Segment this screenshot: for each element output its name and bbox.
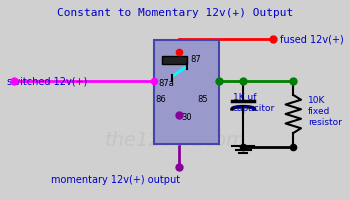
Text: 85: 85 xyxy=(198,95,208,104)
Text: 86: 86 xyxy=(156,95,167,104)
Text: momentary 12v(+) output: momentary 12v(+) output xyxy=(51,175,180,185)
Text: switched 12v(+): switched 12v(+) xyxy=(7,76,88,86)
Text: 10K
fixed
resistor: 10K fixed resistor xyxy=(308,96,342,127)
Text: the12volt.com: the12volt.com xyxy=(105,130,245,150)
Bar xyxy=(162,56,187,64)
Text: 30: 30 xyxy=(181,112,192,121)
Text: fused 12v(+): fused 12v(+) xyxy=(280,34,344,44)
Text: 87a: 87a xyxy=(159,78,174,88)
Text: 1K uf
capacitor: 1K uf capacitor xyxy=(233,93,275,113)
Bar xyxy=(154,40,219,144)
Text: Constant to Momentary 12v(+) Output: Constant to Momentary 12v(+) Output xyxy=(57,8,293,18)
Text: 87: 87 xyxy=(191,55,202,64)
